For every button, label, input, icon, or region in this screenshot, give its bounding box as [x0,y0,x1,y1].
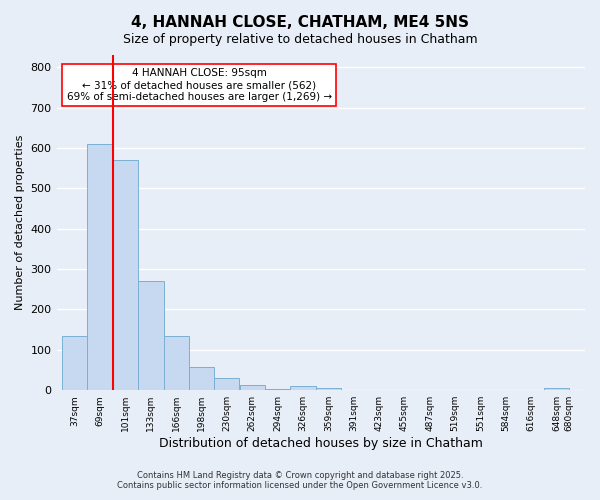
Bar [290,386,316,390]
Text: 4 HANNAH CLOSE: 95sqm
← 31% of detached houses are smaller (562)
69% of semi-det: 4 HANNAH CLOSE: 95sqm ← 31% of detached … [67,68,332,102]
Text: Size of property relative to detached houses in Chatham: Size of property relative to detached ho… [122,32,478,46]
Bar [164,336,189,390]
Bar [62,336,87,390]
Bar [316,388,341,390]
Bar [214,378,239,390]
Bar [544,388,569,390]
X-axis label: Distribution of detached houses by size in Chatham: Distribution of detached houses by size … [159,437,483,450]
Bar [138,281,164,390]
Text: 4, HANNAH CLOSE, CHATHAM, ME4 5NS: 4, HANNAH CLOSE, CHATHAM, ME4 5NS [131,15,469,30]
Bar [113,160,137,390]
Y-axis label: Number of detached properties: Number of detached properties [15,135,25,310]
Bar [189,367,214,390]
Bar [88,144,112,390]
Bar [240,384,265,390]
Text: Contains HM Land Registry data © Crown copyright and database right 2025.
Contai: Contains HM Land Registry data © Crown c… [118,470,482,490]
